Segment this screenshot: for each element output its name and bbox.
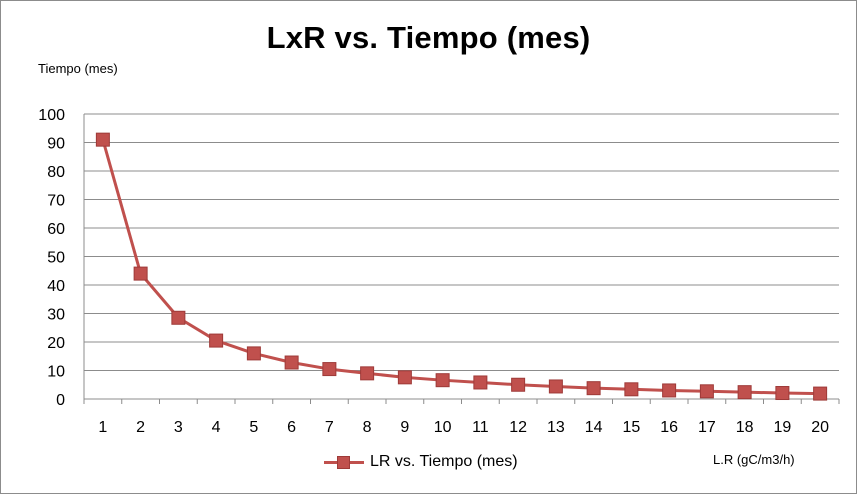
data-point <box>171 310 186 325</box>
data-point <box>360 366 375 381</box>
x-tick-label: 4 <box>212 419 221 436</box>
data-point <box>246 346 261 361</box>
data-point <box>435 373 450 388</box>
y-tick-label: 10 <box>47 364 65 381</box>
y-tick-label: 80 <box>47 164 65 181</box>
x-tick-label: 15 <box>622 419 640 436</box>
data-point <box>548 379 563 394</box>
data-point <box>322 362 337 377</box>
y-tick-label: 70 <box>47 193 65 210</box>
data-point <box>699 384 714 399</box>
x-tick-label: 1 <box>98 419 107 436</box>
data-point <box>284 355 299 370</box>
x-tick-label: 13 <box>547 419 565 436</box>
x-tick-label: 2 <box>136 419 145 436</box>
legend-label: LR vs. Tiempo (mes) <box>370 453 518 470</box>
x-tick-label: 5 <box>249 419 258 436</box>
data-point <box>95 132 110 147</box>
data-point <box>737 385 752 400</box>
y-tick-label: 100 <box>38 107 65 124</box>
y-tick-label: 40 <box>47 278 65 295</box>
x-tick-label: 16 <box>660 419 678 436</box>
data-point <box>511 377 526 392</box>
x-axis-label: L.R (gC/m3/h) <box>713 452 795 467</box>
y-tick-label: 60 <box>47 221 65 238</box>
y-tick-label: 20 <box>47 335 65 352</box>
y-tick-label: 50 <box>47 250 65 267</box>
data-point <box>209 333 224 348</box>
x-tick-label: 18 <box>736 419 754 436</box>
legend-marker-icon <box>322 454 366 470</box>
data-point <box>473 375 488 390</box>
x-tick-label: 14 <box>585 419 603 436</box>
x-tick-label: 9 <box>400 419 409 436</box>
data-point <box>586 381 601 396</box>
y-tick-label: 30 <box>47 307 65 324</box>
y-tick-label: 90 <box>47 136 65 153</box>
x-tick-label: 10 <box>434 419 452 436</box>
series-line <box>101 139 821 396</box>
y-axis-label: Tiempo (mes) <box>38 61 118 76</box>
data-point <box>624 382 639 397</box>
x-tick-label: 6 <box>287 419 296 436</box>
y-tick-label: 0 <box>56 392 65 409</box>
data-point <box>133 266 148 281</box>
x-tick-label: 12 <box>509 419 527 436</box>
x-tick-label: 7 <box>325 419 334 436</box>
data-point <box>775 386 790 401</box>
legend: LR vs. Tiempo (mes) <box>322 451 518 473</box>
x-tick-label: 19 <box>773 419 791 436</box>
x-tick-label: 11 <box>472 419 489 436</box>
x-tick-label: 8 <box>363 419 372 436</box>
x-tick-label: 20 <box>811 419 829 436</box>
data-point <box>397 370 412 385</box>
chart-title: LxR vs. Tiempo (mes) <box>266 20 591 55</box>
x-tick-label: 17 <box>698 419 716 436</box>
data-point <box>813 386 828 401</box>
x-tick-label: 3 <box>174 419 183 436</box>
data-point <box>662 383 677 398</box>
